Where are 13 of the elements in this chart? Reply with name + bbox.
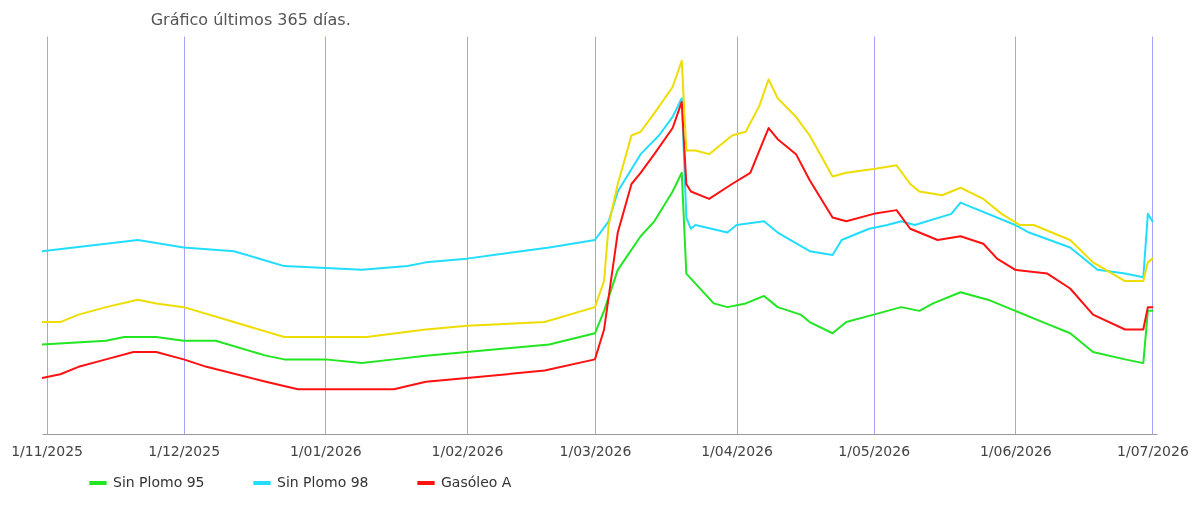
x-tick-label: 1/03/2026 <box>559 442 632 459</box>
legend-label: Sin Plomo 98 <box>277 474 369 490</box>
x-tick-label: 1/04/2026 <box>701 442 774 459</box>
x-tick-label: 1/01/2026 <box>289 442 362 459</box>
x-tick-label: 1/12/2025 <box>148 442 221 459</box>
x-tick-label: 1/02/2026 <box>431 442 504 459</box>
chart-title: Gráfico últimos 365 días. <box>150 10 351 29</box>
x-tick-label: 1/05/2026 <box>838 442 911 459</box>
legend-label: Gasóleo A <box>441 474 512 490</box>
x-tick-label: 1/07/2026 <box>1117 442 1189 459</box>
x-tick-label: 1/11/2025 <box>11 442 83 459</box>
legend-label: Sin Plomo 95 <box>113 474 205 490</box>
x-tick-label: 1/06/2026 <box>979 442 1052 459</box>
